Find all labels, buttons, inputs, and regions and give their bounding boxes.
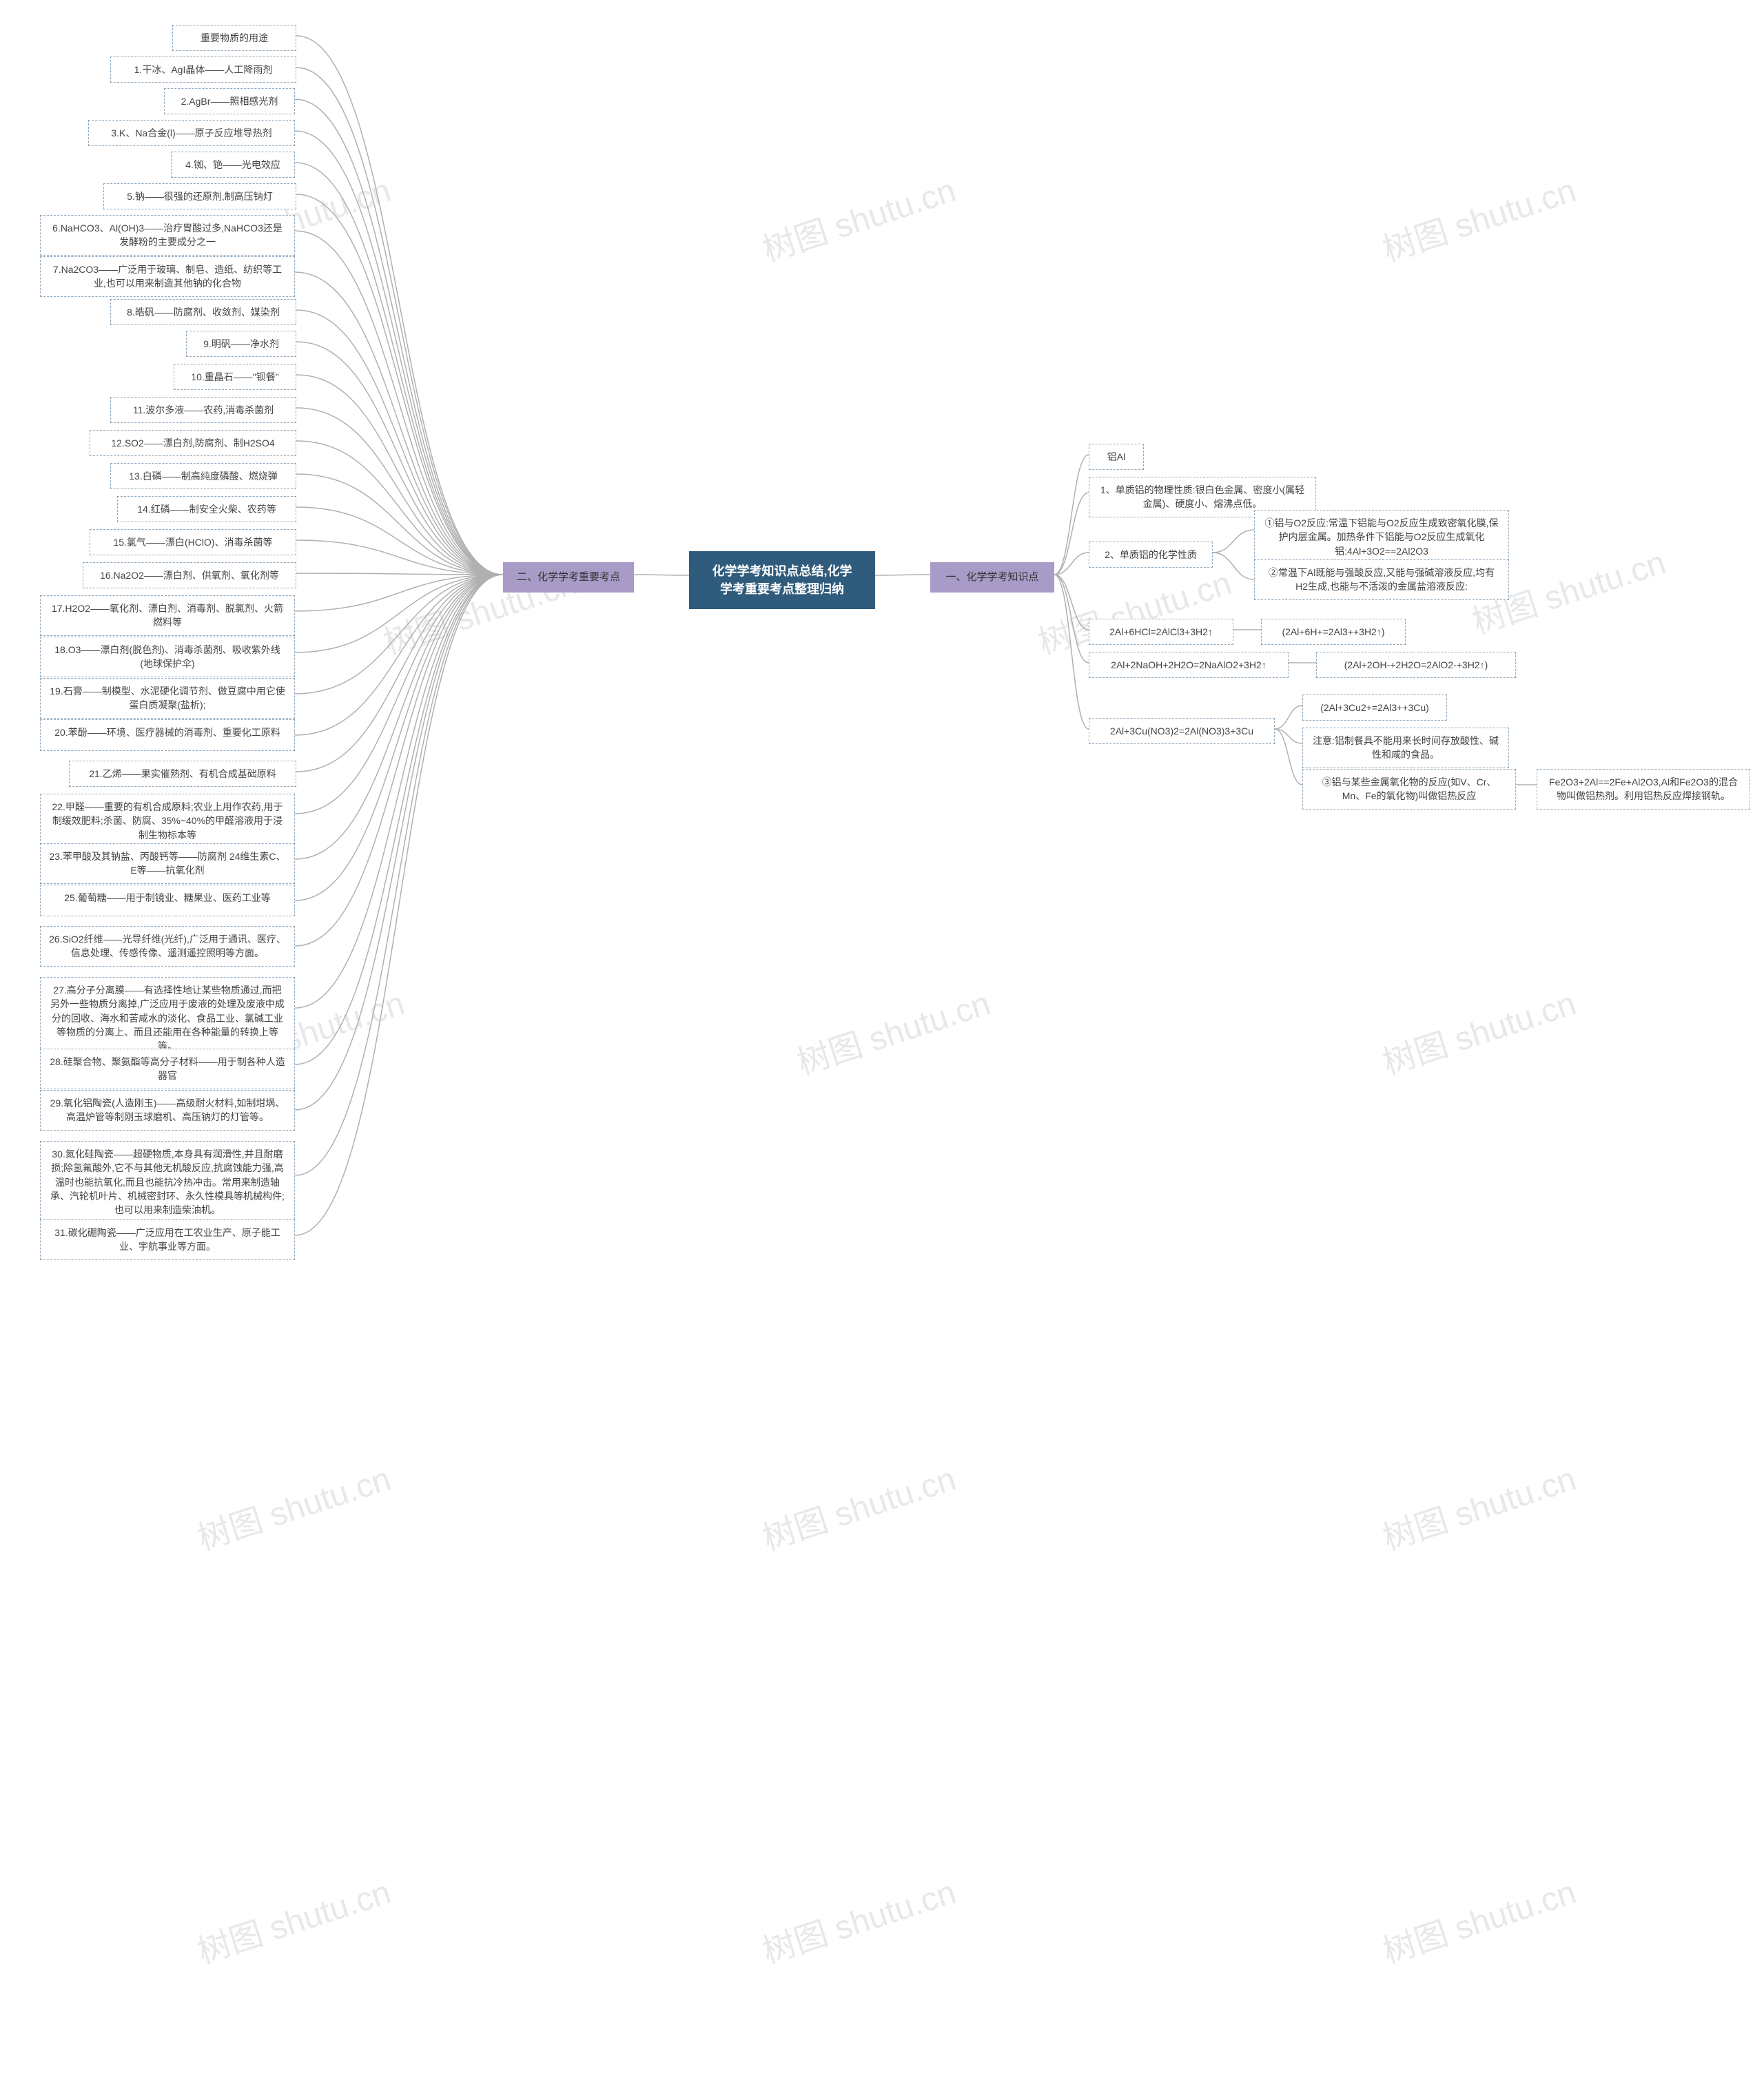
left-item-24[interactable]: 25.葡萄糖——用于制镜业、糖果业、医药工业等 xyxy=(40,885,295,916)
left-item-25[interactable]: 26.SiO2纤维——光导纤维(光纤),广泛用于通讯、医疗、信息处理、传感传像、… xyxy=(40,926,295,967)
watermark: 树图 shutu.cn xyxy=(1031,556,1236,663)
left-item-23[interactable]: 23.苯甲酸及其钠盐、丙酸钙等——防腐剂 24维生素C、E等——抗氧化剂 xyxy=(40,843,295,884)
left-item-21[interactable]: 21.乙烯——果实催熟剂、有机合成基础原料 xyxy=(69,761,296,787)
right-item-12[interactable]: ③铝与某些金属氧化物的反应(如V、Cr、Mn、Fe的氧化物)叫做铝热反应 xyxy=(1302,769,1516,810)
left-item-5[interactable]: 5.钠——很强的还原剂,制高压钠灯 xyxy=(103,183,296,209)
watermark: 树图 shutu.cn xyxy=(1375,976,1581,1084)
left-item-27[interactable]: 28.硅聚合物、聚氨酯等高分子材料——用于制各种人造器官 xyxy=(40,1049,295,1089)
watermark: 树图 shutu.cn xyxy=(190,1865,396,1973)
left-item-6[interactable]: 6.NaHCO3、Al(OH)3——治疗胃酸过多,NaHCO3还是发酵粉的主要成… xyxy=(40,215,295,256)
left-item-18[interactable]: 18.O3——漂白剂(脱色剂)、消毒杀菌剂、吸收紫外线(地球保护伞) xyxy=(40,637,295,677)
left-item-28[interactable]: 29.氧化铝陶瓷(人造刚玉)——高级耐火材料,如制坩埚、高温炉管等制刚玉球磨机、… xyxy=(40,1090,295,1131)
left-item-1[interactable]: 1.干冰、AgI晶体——人工降雨剂 xyxy=(110,56,296,83)
left-item-19[interactable]: 19.石膏——制模型、水泥硬化调节剂、做豆腐中用它使蛋白质凝聚(盐析); xyxy=(40,678,295,719)
branch-right[interactable]: 一、化学学考知识点 xyxy=(930,562,1054,593)
mindmap-canvas: 树图 shutu.cn 树图 shutu.cn 树图 shutu.cn 树图 shut… xyxy=(0,0,1764,2100)
watermark: 树图 shutu.cn xyxy=(190,1452,396,1559)
left-item-3[interactable]: 3.K、Na合金(l)——原子反应堆导热剂 xyxy=(88,120,295,146)
right-item-8[interactable]: (2Al+2OH-+2H2O=2AlO2-+3H2↑) xyxy=(1316,652,1516,678)
left-item-4[interactable]: 4.铷、铯——光电效应 xyxy=(171,152,295,178)
right-item-4[interactable]: ②常温下Al既能与强酸反应,又能与强碱溶液反应,均有H2生成,也能与不活泼的金属… xyxy=(1254,559,1509,600)
watermark: 树图 shutu.cn xyxy=(790,976,995,1084)
left-item-14[interactable]: 14.红磷——制安全火柴、农药等 xyxy=(117,496,296,522)
right-item-9[interactable]: 2Al+3Cu(NO3)2=2Al(NO3)3+3Cu xyxy=(1089,718,1275,744)
right-item-10[interactable]: (2Al+3Cu2+=2Al3++3Cu) xyxy=(1302,694,1447,721)
branch-left[interactable]: 二、化学学考重要考点 xyxy=(503,562,634,593)
right-item-13[interactable]: Fe2O3+2Al==2Fe+Al2O3,Al和Fe2O3的混合物叫做铝热剂。利… xyxy=(1537,769,1750,810)
watermark: 树图 shutu.cn xyxy=(755,1452,961,1559)
left-item-30[interactable]: 31.碳化硼陶瓷——广泛应用在工农业生产、原子能工业、宇航事业等方面。 xyxy=(40,1219,295,1260)
left-item-22[interactable]: 22.甲醛——重要的有机合成原料;农业上用作农药,用于制缓效肥料;杀菌、防腐、3… xyxy=(40,794,295,848)
left-item-9[interactable]: 9.明矾——净水剂 xyxy=(186,331,296,357)
right-item-7[interactable]: 2Al+2NaOH+2H2O=2NaAlO2+3H2↑ xyxy=(1089,652,1289,678)
right-item-0[interactable]: 铝Al xyxy=(1089,444,1144,470)
left-item-11[interactable]: 11.波尔多液——农药,消毒杀菌剂 xyxy=(110,397,296,423)
right-item-6[interactable]: (2Al+6H+=2Al3++3H2↑) xyxy=(1261,619,1406,645)
left-item-10[interactable]: 10.重晶石——"钡餐" xyxy=(174,364,296,390)
watermark: 树图 shutu.cn xyxy=(1375,1865,1581,1973)
left-item-8[interactable]: 8.皓矾——防腐剂、收敛剂、媒染剂 xyxy=(110,299,296,325)
center-node[interactable]: 化学学考知识点总结,化学 学考重要考点整理归纳 xyxy=(689,551,875,609)
watermark: 树图 shutu.cn xyxy=(1375,1452,1581,1559)
left-item-7[interactable]: 7.Na2CO3——广泛用于玻璃、制皂、造纸、纺织等工业,也可以用来制造其他钠的… xyxy=(40,256,295,297)
right-item-2[interactable]: 2、单质铝的化学性质 xyxy=(1089,542,1213,568)
left-item-20[interactable]: 20.苯酚——环境、医疗器械的消毒剂、重要化工原料 xyxy=(40,719,295,751)
left-item-15[interactable]: 15.氯气——漂白(HClO)、消毒杀菌等 xyxy=(90,529,296,555)
left-item-26[interactable]: 27.高分子分离膜——有选择性地让某些物质通过,而把另外一些物质分离掉,广泛应用… xyxy=(40,977,295,1059)
right-item-3[interactable]: ①铝与O2反应:常温下铝能与O2反应生成致密氧化膜,保护内层金属。加热条件下铝能… xyxy=(1254,510,1509,564)
left-item-16[interactable]: 16.Na2O2——漂白剂、供氧剂、氧化剂等 xyxy=(83,562,296,588)
left-item-29[interactable]: 30.氮化硅陶瓷——超硬物质,本身具有润滑性,并且耐磨损;除氢氟酸外,它不与其他… xyxy=(40,1141,295,1223)
watermark: 树图 shutu.cn xyxy=(755,1865,961,1973)
watermark: 树图 shutu.cn xyxy=(1375,163,1581,271)
left-item-13[interactable]: 13.白磷——制高纯度磷酸、燃烧弹 xyxy=(110,463,296,489)
left-item-2[interactable]: 2.AgBr——照相感光剂 xyxy=(164,88,295,114)
left-item-17[interactable]: 17.H2O2——氧化剂、漂白剂、消毒剂、脱氯剂、火箭燃料等 xyxy=(40,595,295,636)
right-item-11[interactable]: 注意:铝制餐具不能用来长时间存放酸性、碱性和咸的食品。 xyxy=(1302,728,1509,768)
left-item-12[interactable]: 12.SO2——漂白剂,防腐剂、制H2SO4 xyxy=(90,430,296,456)
watermark: 树图 shutu.cn xyxy=(755,163,961,271)
right-item-5[interactable]: 2Al+6HCl=2AlCl3+3H2↑ xyxy=(1089,619,1233,645)
left-item-0[interactable]: 重要物质的用途 xyxy=(172,25,296,51)
